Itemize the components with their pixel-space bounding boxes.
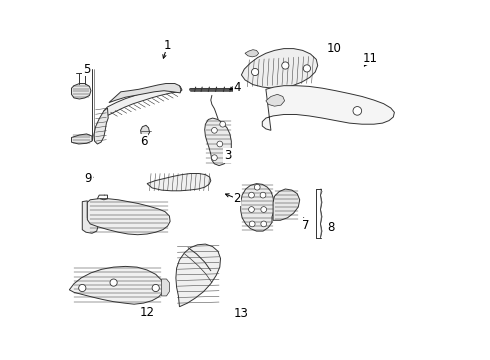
Polygon shape [245, 50, 259, 57]
Text: 7: 7 [302, 219, 309, 231]
Circle shape [248, 192, 254, 198]
Polygon shape [141, 125, 149, 138]
Circle shape [110, 279, 117, 286]
Text: 11: 11 [363, 52, 378, 65]
Circle shape [251, 68, 259, 76]
Circle shape [261, 221, 267, 227]
Polygon shape [262, 86, 394, 130]
Text: 3: 3 [224, 149, 231, 162]
Polygon shape [82, 201, 98, 233]
Polygon shape [94, 108, 108, 144]
Polygon shape [147, 174, 211, 191]
Text: 13: 13 [234, 307, 249, 320]
Circle shape [212, 127, 217, 133]
Circle shape [261, 207, 267, 212]
Circle shape [303, 65, 311, 72]
Polygon shape [69, 266, 164, 304]
Polygon shape [162, 279, 170, 296]
Circle shape [249, 221, 255, 227]
Circle shape [260, 192, 266, 198]
Polygon shape [241, 184, 274, 231]
Polygon shape [273, 189, 300, 220]
Polygon shape [205, 118, 231, 166]
Circle shape [79, 284, 86, 292]
Circle shape [282, 62, 289, 69]
Text: 9: 9 [85, 172, 92, 185]
Polygon shape [72, 84, 91, 99]
Text: 12: 12 [140, 306, 154, 319]
Text: 1: 1 [164, 39, 171, 51]
Text: 2: 2 [233, 192, 241, 205]
Polygon shape [176, 244, 220, 307]
Polygon shape [104, 86, 182, 115]
Circle shape [212, 155, 217, 161]
Text: 5: 5 [83, 63, 90, 76]
Text: 6: 6 [140, 135, 147, 148]
Circle shape [353, 107, 362, 115]
Circle shape [152, 284, 159, 292]
Text: 8: 8 [328, 221, 335, 234]
Circle shape [217, 141, 222, 147]
Text: 4: 4 [233, 81, 241, 94]
Circle shape [220, 121, 225, 127]
Polygon shape [266, 94, 285, 106]
Circle shape [254, 184, 260, 190]
Polygon shape [109, 84, 181, 103]
Polygon shape [242, 49, 318, 88]
Circle shape [248, 207, 254, 212]
Text: 10: 10 [327, 42, 342, 55]
Polygon shape [87, 199, 170, 235]
Polygon shape [72, 134, 92, 144]
